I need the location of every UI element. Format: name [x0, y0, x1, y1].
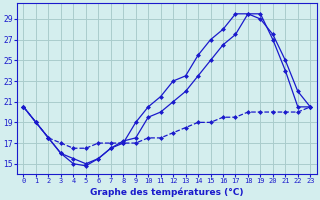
X-axis label: Graphe des températures (°C): Graphe des températures (°C) [90, 187, 244, 197]
